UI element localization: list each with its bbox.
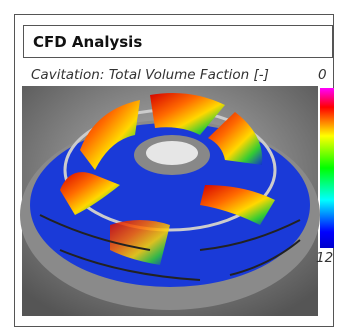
figure-caption: Cavitation: Total Volume Faction [-] [31,67,269,83]
hub-bore [146,141,198,165]
page: CFD Analysis [0,0,337,331]
figure [0,0,337,331]
colorbar-top-label: 0 [318,67,327,83]
colorbar [320,88,334,248]
colorbar-bottom-label: 12 [316,250,333,266]
